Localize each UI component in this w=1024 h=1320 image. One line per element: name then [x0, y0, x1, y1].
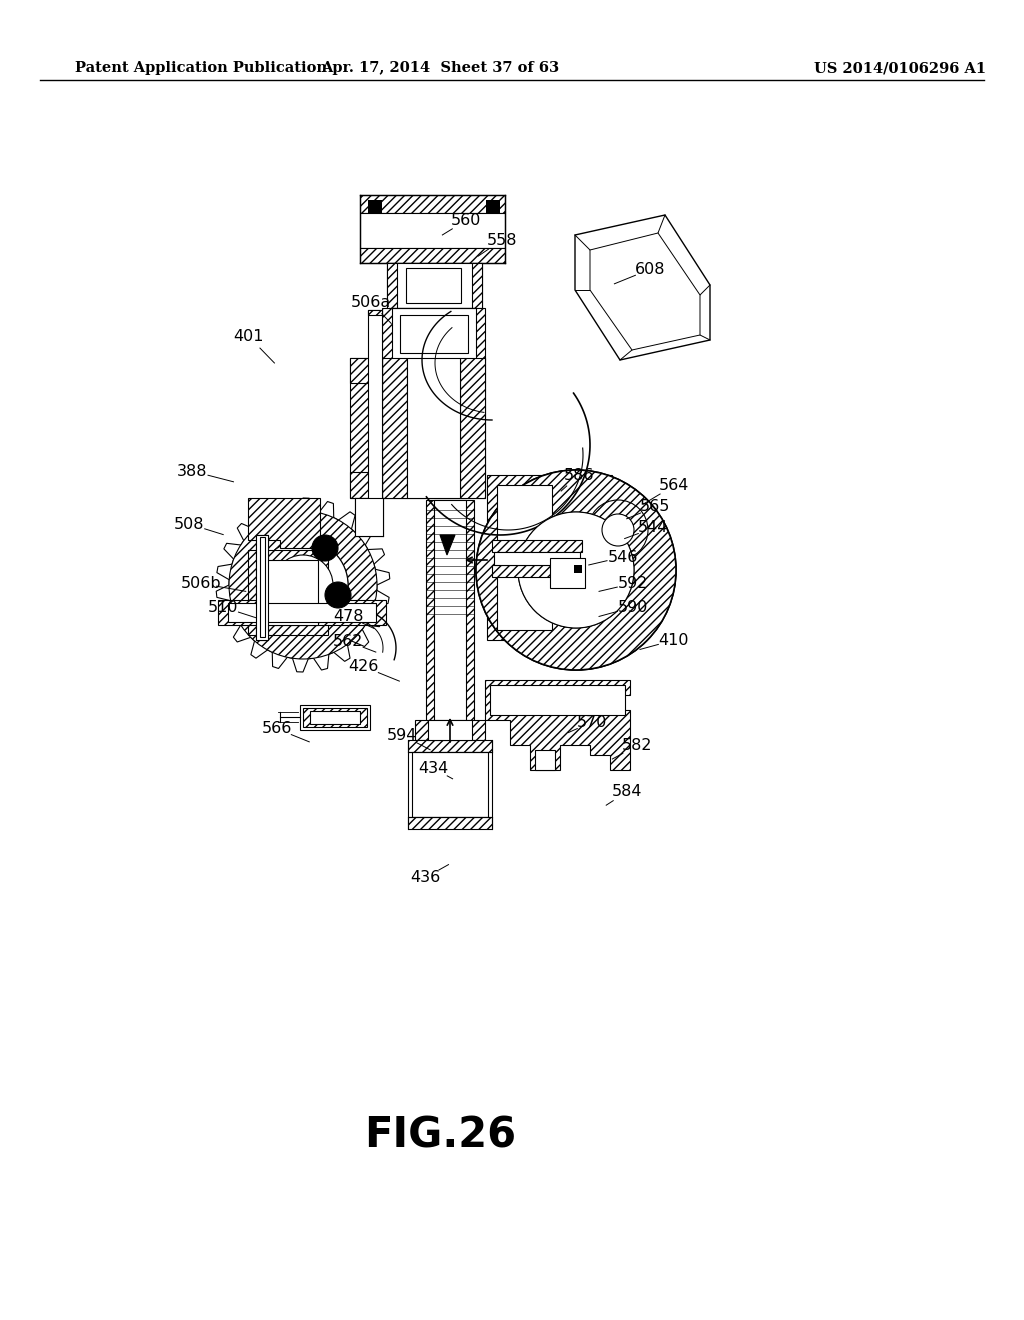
Bar	[486, 201, 500, 214]
Circle shape	[325, 582, 351, 609]
Bar	[350, 358, 382, 498]
Bar	[492, 540, 582, 552]
Bar	[535, 750, 555, 770]
Bar	[256, 535, 268, 640]
Bar	[497, 484, 552, 630]
Circle shape	[518, 512, 634, 628]
Text: 388: 388	[177, 463, 208, 479]
Text: 590: 590	[617, 599, 648, 615]
Bar	[472, 263, 482, 308]
Bar	[360, 195, 505, 213]
Bar	[415, 719, 485, 741]
Bar	[434, 500, 466, 725]
Bar	[412, 752, 488, 817]
Bar	[350, 358, 382, 383]
Text: 506a: 506a	[350, 294, 391, 310]
Bar	[218, 601, 386, 624]
Circle shape	[273, 554, 333, 615]
Text: 586: 586	[563, 467, 594, 483]
Bar	[406, 268, 461, 304]
Circle shape	[229, 511, 377, 659]
Bar	[408, 817, 492, 829]
Circle shape	[476, 470, 676, 671]
Bar	[360, 248, 505, 263]
Text: 584: 584	[611, 784, 642, 800]
Text: 582: 582	[622, 738, 652, 754]
Text: 436: 436	[410, 870, 440, 886]
Polygon shape	[590, 234, 700, 350]
Text: 564: 564	[658, 478, 689, 494]
Bar	[382, 358, 485, 498]
Polygon shape	[440, 535, 455, 554]
Text: 426: 426	[348, 659, 379, 675]
Text: 594: 594	[387, 727, 418, 743]
Bar	[355, 498, 383, 536]
Circle shape	[588, 500, 648, 560]
Bar	[248, 550, 328, 635]
Bar	[400, 315, 468, 352]
Text: 592: 592	[617, 576, 648, 591]
Text: 506b: 506b	[180, 576, 221, 591]
Circle shape	[602, 513, 634, 546]
Circle shape	[518, 512, 634, 628]
Text: Apr. 17, 2014  Sheet 37 of 63: Apr. 17, 2014 Sheet 37 of 63	[321, 61, 559, 75]
Polygon shape	[248, 498, 319, 548]
Bar	[407, 358, 460, 498]
Circle shape	[312, 535, 338, 561]
Bar	[490, 685, 625, 715]
Bar	[460, 358, 485, 498]
Bar	[428, 719, 472, 741]
Bar	[368, 310, 382, 510]
Text: 508: 508	[174, 516, 205, 532]
Text: Patent Application Publication: Patent Application Publication	[75, 61, 327, 75]
Polygon shape	[575, 215, 710, 360]
Bar	[426, 500, 474, 725]
Circle shape	[258, 540, 348, 630]
Bar	[368, 201, 382, 214]
Text: 566: 566	[261, 721, 292, 737]
Text: 546: 546	[607, 549, 638, 565]
Text: 558: 558	[486, 232, 517, 248]
Text: 570: 570	[577, 714, 607, 730]
Text: 608: 608	[635, 261, 666, 277]
Bar	[303, 708, 367, 727]
Circle shape	[258, 540, 348, 630]
Bar	[350, 473, 382, 498]
Bar	[392, 308, 476, 360]
Text: 434: 434	[418, 760, 449, 776]
Bar	[368, 310, 382, 315]
Bar	[310, 711, 360, 723]
Bar	[228, 603, 376, 622]
Text: 565: 565	[640, 499, 671, 515]
Text: 510: 510	[208, 599, 239, 615]
Bar	[387, 263, 397, 308]
Bar	[256, 535, 268, 640]
Bar	[408, 741, 492, 752]
Bar	[360, 213, 505, 248]
Text: 544: 544	[638, 520, 669, 536]
Bar	[492, 565, 582, 577]
Text: FIG.26: FIG.26	[364, 1114, 516, 1156]
Text: US 2014/0106296 A1: US 2014/0106296 A1	[814, 61, 986, 75]
Bar	[382, 358, 407, 498]
Bar	[395, 263, 473, 308]
Bar	[487, 475, 612, 640]
Bar	[258, 560, 318, 624]
Text: 562: 562	[333, 634, 364, 649]
Bar	[260, 537, 265, 638]
Bar	[550, 558, 585, 587]
Bar	[387, 263, 482, 308]
Polygon shape	[485, 680, 630, 770]
Bar	[382, 308, 485, 360]
Text: 410: 410	[658, 632, 689, 648]
Bar	[300, 705, 370, 730]
Bar	[494, 552, 580, 565]
Text: 560: 560	[451, 213, 481, 228]
Circle shape	[476, 470, 676, 671]
Text: 401: 401	[233, 329, 264, 345]
Text: 478: 478	[333, 609, 364, 624]
Bar	[574, 565, 582, 573]
Polygon shape	[216, 498, 390, 672]
